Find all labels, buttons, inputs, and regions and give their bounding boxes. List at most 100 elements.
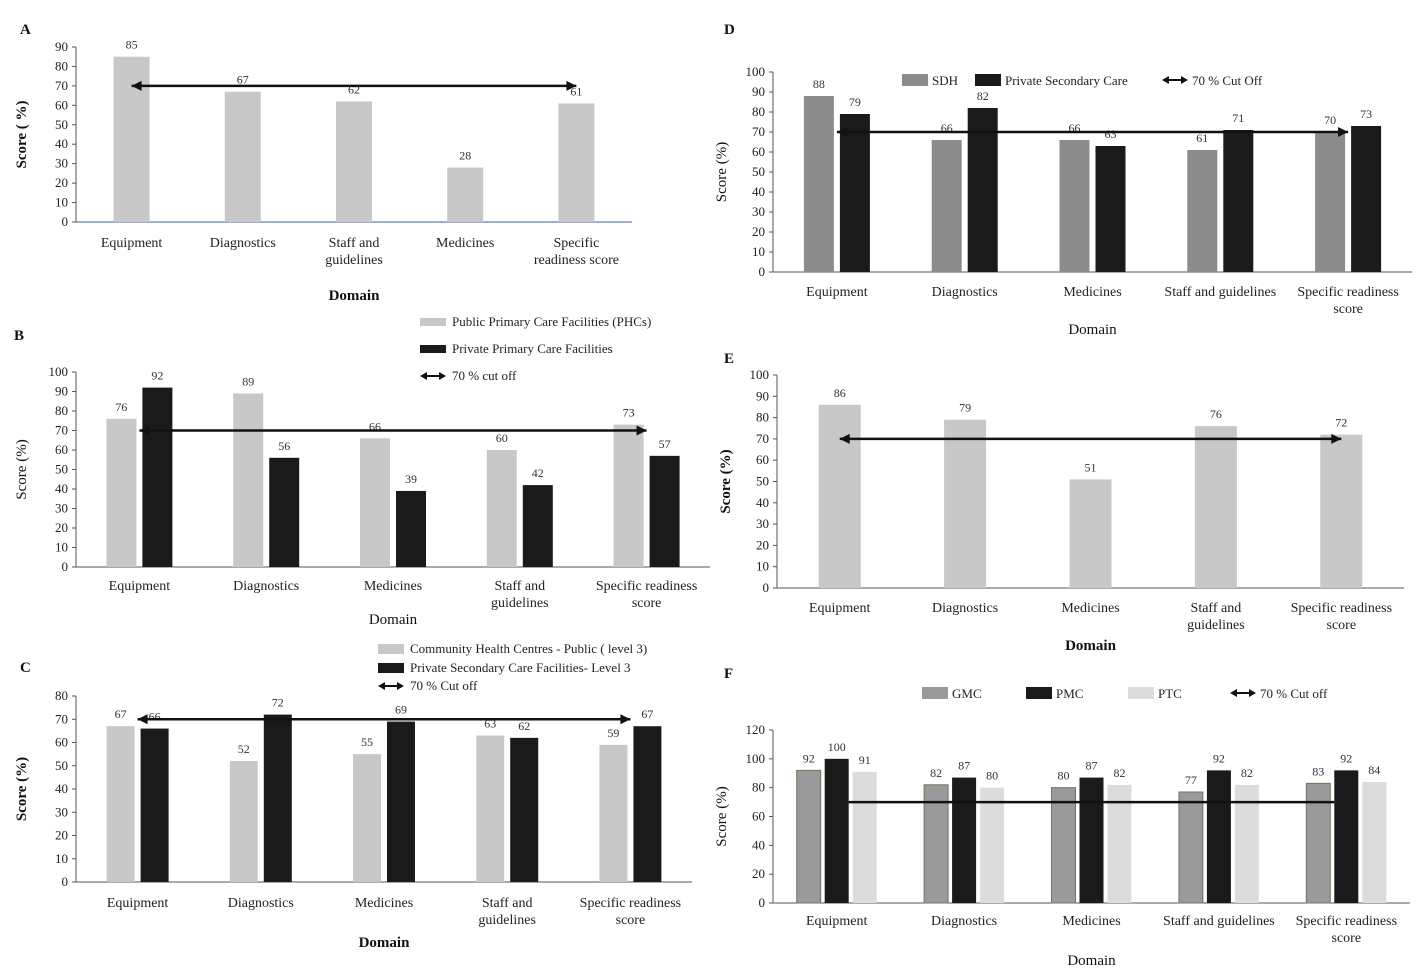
data-label: 69 bbox=[395, 703, 407, 717]
y-tick-label: 60 bbox=[55, 97, 68, 112]
x-tick-label: guidelines bbox=[1187, 618, 1245, 633]
y-tick-label: 100 bbox=[746, 64, 766, 79]
bar-b-s1-c0 bbox=[142, 387, 173, 567]
x-tick-label: Specific readiness bbox=[580, 896, 681, 911]
bar-c-s0-c1 bbox=[229, 761, 258, 882]
y-tick-label: 0 bbox=[759, 895, 766, 910]
chart-panel-b: B 0 10 20 30 40 50 60 70 80 90 100 Equipment Diagnost… bbox=[14, 314, 710, 628]
data-label: 61 bbox=[570, 84, 582, 98]
legend-label: GMC bbox=[952, 686, 982, 701]
data-label: 87 bbox=[958, 759, 970, 773]
legend-label: PMC bbox=[1056, 686, 1083, 701]
bar-c-s0-c2 bbox=[353, 754, 381, 882]
x-tick-label: score bbox=[616, 913, 646, 928]
y-tick-label: 50 bbox=[55, 462, 68, 477]
data-label: 72 bbox=[272, 696, 284, 710]
y-tick-label: 90 bbox=[756, 388, 769, 403]
y-tick-label: 100 bbox=[746, 751, 766, 766]
x-tick-label: Staff and bbox=[1191, 601, 1242, 616]
data-label: 80 bbox=[1058, 769, 1070, 783]
data-label: 72 bbox=[1335, 416, 1347, 430]
bar-b-s1-c3 bbox=[522, 485, 553, 567]
data-label: 57 bbox=[659, 437, 671, 451]
data-label: 73 bbox=[1360, 107, 1372, 121]
legend-arrow-icon bbox=[1181, 76, 1188, 84]
y-tick-label: 0 bbox=[759, 264, 766, 279]
bar-b-s0-c3 bbox=[486, 450, 517, 567]
bar-c-s0-c4 bbox=[599, 744, 628, 882]
bar-c-s0-c0 bbox=[106, 726, 135, 882]
bar-b-s0-c4 bbox=[613, 424, 644, 567]
x-tick-label: Equipment bbox=[107, 896, 169, 911]
legend-swatch bbox=[1026, 687, 1052, 699]
data-label: 62 bbox=[348, 82, 360, 96]
bar-f-s1-c4 bbox=[1334, 770, 1359, 903]
legend-label: Community Health Centres - Public ( leve… bbox=[410, 641, 647, 656]
legend-swatch bbox=[378, 644, 404, 654]
y-tick-label: 120 bbox=[746, 722, 766, 737]
cutoff-arrowhead-right bbox=[1338, 127, 1349, 137]
bar-a-s0-c3 bbox=[447, 167, 484, 222]
y-tick-label: 0 bbox=[62, 559, 69, 574]
data-label: 91 bbox=[859, 753, 871, 767]
data-label: 92 bbox=[803, 751, 815, 765]
data-label: 28 bbox=[459, 149, 471, 163]
x-axis-title: Domain bbox=[369, 612, 418, 628]
data-label: 67 bbox=[641, 707, 653, 721]
data-label: 79 bbox=[959, 401, 971, 415]
x-axis-title: Domain bbox=[1068, 322, 1117, 338]
y-tick-label: 20 bbox=[55, 175, 68, 190]
cutoff-arrowhead-left bbox=[839, 433, 850, 444]
x-axis-title: Domain bbox=[359, 935, 410, 951]
bar-f-s1-c1 bbox=[952, 777, 977, 903]
legend-swatch bbox=[420, 345, 446, 353]
y-tick-label: 80 bbox=[55, 58, 68, 73]
bar-d-s1-c1 bbox=[967, 108, 998, 272]
y-tick-label: 0 bbox=[763, 580, 770, 595]
x-tick-label: guidelines bbox=[325, 253, 383, 268]
x-tick-label: Diagnostics bbox=[931, 914, 997, 929]
x-tick-label: Staff and bbox=[329, 236, 380, 251]
legend-arrow-icon bbox=[1249, 689, 1256, 697]
bar-b-s0-c2 bbox=[360, 438, 390, 567]
x-tick-label: Specific readiness bbox=[1291, 601, 1392, 616]
x-tick-label: Staff and guidelines bbox=[1164, 285, 1276, 300]
legend-arrow-icon bbox=[439, 372, 446, 380]
bar-b-s1-c2 bbox=[396, 490, 426, 567]
y-tick-label: 30 bbox=[752, 204, 765, 219]
panel-label: F bbox=[724, 666, 733, 682]
bar-c-s1-c3 bbox=[510, 737, 539, 882]
y-tick-label: 70 bbox=[55, 423, 68, 438]
y-tick-label: 70 bbox=[55, 78, 68, 93]
y-tick-label: 70 bbox=[756, 431, 769, 446]
y-tick-label: 40 bbox=[55, 481, 68, 496]
y-tick-label: 80 bbox=[55, 688, 68, 703]
y-tick-label: 20 bbox=[55, 828, 68, 843]
y-axis-title: Score (%) bbox=[14, 439, 30, 499]
x-tick-label: Staff and bbox=[482, 896, 533, 911]
data-label: 76 bbox=[115, 400, 127, 414]
y-axis-title: Score ( %) bbox=[14, 100, 30, 168]
bar-a-s0-c1 bbox=[224, 91, 261, 222]
x-axis-title: Domain bbox=[329, 288, 380, 304]
x-tick-label: Equipment bbox=[806, 285, 868, 300]
legend-arrow-icon bbox=[397, 682, 404, 690]
data-label: 88 bbox=[813, 77, 825, 91]
x-tick-label: guidelines bbox=[491, 596, 549, 611]
y-tick-label: 90 bbox=[752, 84, 765, 99]
x-tick-label: Medicines bbox=[364, 579, 422, 594]
data-label: 87 bbox=[1086, 759, 1098, 773]
legend-label: Private Secondary Care bbox=[1005, 73, 1128, 88]
panel-label: E bbox=[724, 351, 734, 367]
bar-f-s0-c3 bbox=[1178, 791, 1204, 904]
chart-panel-c: C 0 10 20 30 40 50 60 70 80 Equipment Diagnostics Me… bbox=[14, 641, 692, 951]
bar-f-s0-c0 bbox=[796, 769, 822, 904]
legend-arrow-icon bbox=[1162, 76, 1169, 84]
chart-panel-a: A 0 10 20 30 40 50 60 70 80 90 Equipment Diagnostics… bbox=[14, 22, 632, 304]
y-tick-label: 20 bbox=[55, 520, 68, 535]
bar-b-s1-c1 bbox=[269, 457, 300, 567]
y-tick-label: 40 bbox=[55, 781, 68, 796]
legend-label: 70 % Cut Off bbox=[1192, 73, 1263, 88]
chart-panel-e: E 0 10 20 30 40 50 60 70 80 90 100 Equipment Diagnost… bbox=[718, 351, 1404, 654]
bar-d-s0-c1 bbox=[931, 140, 962, 272]
